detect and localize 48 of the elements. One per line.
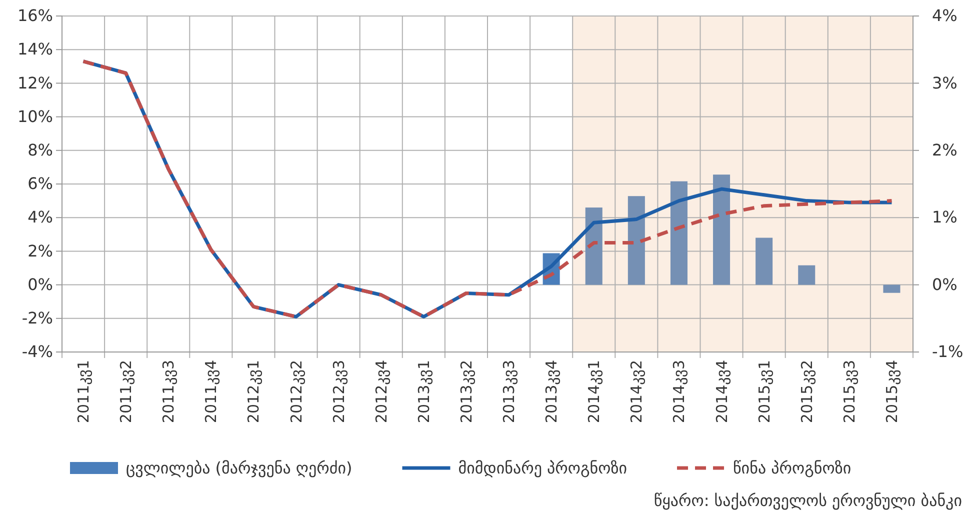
bar [585,208,602,285]
x-tick-label: 2011კვ1 [74,360,93,424]
y-tick-label: 12% [17,73,53,92]
bar [756,238,773,285]
x-tick-label: 2013კვ2 [457,360,476,424]
x-tick-label: 2015კვ3 [840,360,858,424]
y2-tick-label: -1% [932,342,964,362]
y-tick-label: 6% [28,174,53,194]
x-tick-label: 2015კვ4 [882,360,901,424]
y2-tick-label: 1% [932,208,958,227]
x-tick-label: 2011კვ2 [117,360,136,424]
x-tick-label: 2012კვ4 [372,360,390,424]
y2-tick-label: 0% [932,274,958,294]
text: წყარო: საქართველოს ეროვნული ბანკი [654,491,962,510]
bar [670,181,688,285]
bar [883,284,900,293]
bar [798,265,816,285]
x-tick-label: 2015კვ2 [798,360,816,424]
x-tick-label: 2014კვ3 [670,360,688,424]
legend-label: ცვლილება (მარჯვენა ღერძი) [126,458,352,478]
x-tick-label: 2012კვ3 [330,360,348,424]
y-tick-label: -4% [22,342,53,362]
legend-label: მიმდინარე პროგნოზი [458,458,628,478]
x-tick-label: 2012კვ2 [287,360,306,424]
bar [713,174,730,285]
x-tick-label: 2013კვ3 [500,360,518,424]
y-tick-label: 4% [28,208,53,227]
y-tick-label: 2% [28,241,53,260]
x-tick-label: 2014კვ1 [585,360,604,424]
x-tick-label: 2012კვ1 [244,360,263,424]
x-tick-label: 2014კვ2 [628,360,646,424]
x-tick-label: 2011კვ3 [160,360,178,424]
x-tick-label: 2011კვ4 [202,360,220,424]
x-tick-label: 2014კვ4 [712,360,731,424]
y-tick-label: 10% [17,106,53,126]
y2-tick-label: 3% [932,73,958,92]
y-tick-label: 16% [17,6,53,26]
y-tick-label: 0% [28,274,53,294]
y-tick-label: 14% [17,40,53,59]
y-tick-label: -2% [22,308,53,328]
y-tick-label: 8% [28,140,53,160]
x-tick-label: 2015კვ1 [755,360,774,424]
bar [628,196,645,285]
x-tick-label: 2013კვ4 [542,360,561,424]
x-tick-label: 2013კვ1 [414,360,433,424]
legend-label: წინა პროგნოზი [733,458,852,478]
y2-tick-label: 2% [932,140,958,160]
y2-tick-label: 4% [932,6,958,26]
